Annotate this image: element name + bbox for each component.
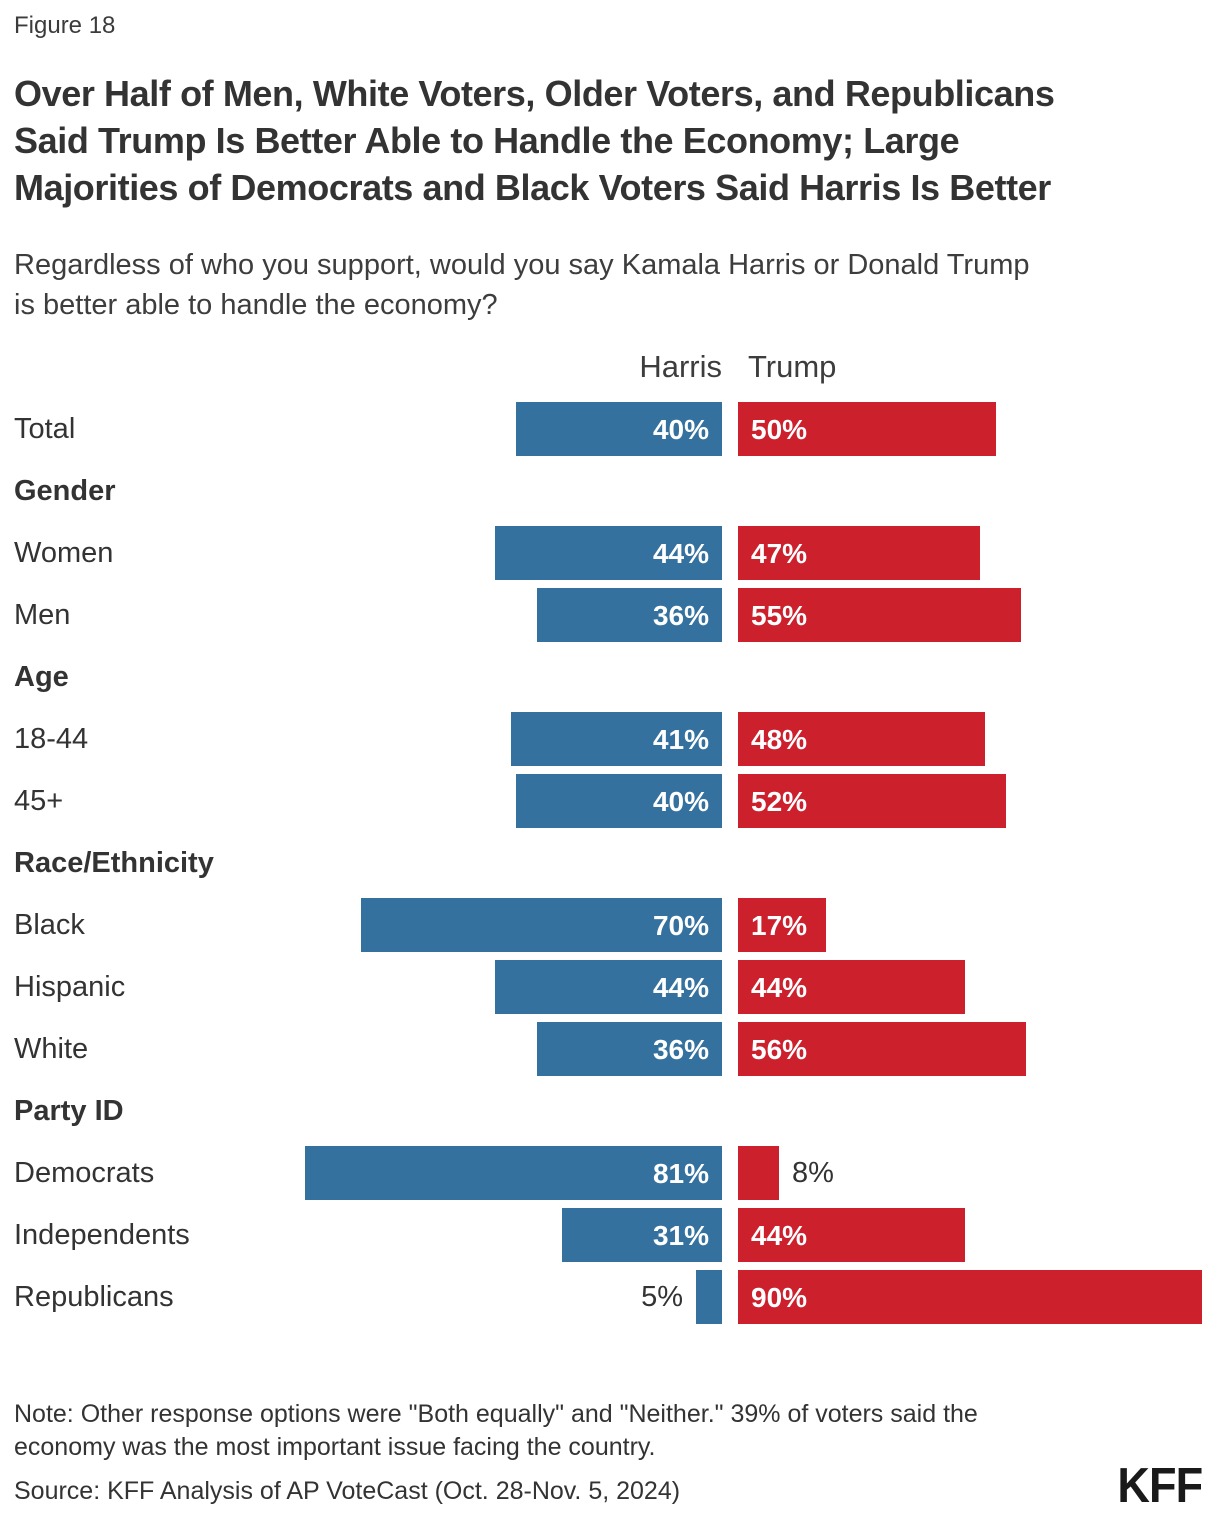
harris-value-label: 40% — [652, 786, 709, 817]
data-row: Men 36% 55% — [0, 584, 1220, 646]
row-label: Democrats — [14, 1157, 155, 1189]
note-line-1: Note: Other response options were "Both … — [14, 1400, 978, 1428]
trump-bar — [738, 1146, 779, 1200]
harris-value-label: 70% — [652, 910, 709, 941]
kff-logo: KFF — [1117, 1459, 1203, 1513]
row-label: Men — [14, 599, 71, 631]
row-label: Total — [14, 413, 76, 445]
row-label: Women — [14, 537, 114, 569]
trump-value-label: 56% — [751, 1034, 808, 1065]
group-label: Party ID — [14, 1095, 124, 1127]
source-text: Source: KFF Analysis of AP VoteCast (Oct… — [14, 1477, 681, 1505]
trump-value-label: 48% — [751, 724, 808, 755]
harris-value-label: 44% — [652, 972, 709, 1003]
group-row: Age — [0, 646, 1220, 708]
harris-value-label: 40% — [652, 414, 709, 445]
data-row: Women 44% 47% — [0, 522, 1220, 584]
harris-bar — [516, 774, 722, 828]
harris-bar — [361, 898, 722, 952]
trump-value-label: 44% — [751, 972, 808, 1003]
harris-column-header: Harris — [639, 349, 722, 384]
data-row: Independents 31% 44% — [0, 1204, 1220, 1266]
trump-bar — [738, 960, 965, 1014]
harris-value-label: 41% — [652, 724, 709, 755]
trump-value-label: 47% — [751, 538, 808, 569]
harris-bar — [511, 712, 722, 766]
trump-bar — [738, 526, 980, 580]
group-label: Gender — [14, 475, 116, 507]
harris-bar — [495, 960, 722, 1014]
data-row: Republicans 5% 90% — [0, 1266, 1220, 1328]
row-label: Independents — [14, 1219, 190, 1251]
harris-bar — [516, 402, 722, 456]
harris-value-label: 5% — [641, 1281, 683, 1313]
trump-value-label: 52% — [751, 786, 808, 817]
harris-value-label: 36% — [652, 1034, 709, 1065]
data-row: Hispanic 44% 44% — [0, 956, 1220, 1018]
chart-title-line-2: Said Trump Is Better Able to Handle the … — [14, 120, 960, 161]
group-row: Party ID — [0, 1080, 1220, 1142]
row-label: 18-44 — [14, 723, 89, 755]
chart-subtitle-line-1: Regardless of who you support, would you… — [14, 249, 1030, 281]
harris-value-label: 31% — [652, 1220, 709, 1251]
group-label: Race/Ethnicity — [14, 847, 214, 879]
chart-title-line-1: Over Half of Men, White Voters, Older Vo… — [14, 73, 1055, 114]
harris-value-label: 44% — [652, 538, 709, 569]
harris-bar — [562, 1208, 722, 1262]
chart-title-line-3: Majorities of Democrats and Black Voters… — [14, 167, 1051, 208]
data-row: Democrats 81% 8% — [0, 1142, 1220, 1204]
trump-bar — [738, 1270, 1202, 1324]
chart-subtitle: Regardless of who you support, would you… — [14, 245, 1214, 325]
trump-bar — [738, 712, 985, 766]
note-text: Note: Other response options were "Both … — [14, 1398, 1114, 1464]
group-label: Age — [14, 661, 69, 693]
data-row: 18-44 41% 48% — [0, 708, 1220, 770]
trump-bar — [738, 774, 1006, 828]
trump-value-label: 44% — [751, 1220, 808, 1251]
trump-bar — [738, 1208, 965, 1262]
harris-bar — [537, 588, 722, 642]
trump-bar — [738, 588, 1021, 642]
row-label: Republicans — [14, 1281, 174, 1313]
group-row: Race/Ethnicity — [0, 832, 1220, 894]
data-row: White 36% 56% — [0, 1018, 1220, 1080]
harris-bar — [305, 1146, 722, 1200]
harris-bar — [537, 1022, 722, 1076]
harris-bar — [495, 526, 722, 580]
data-row: 45+ 40% 52% — [0, 770, 1220, 832]
data-row: Black 70% 17% — [0, 894, 1220, 956]
row-label: White — [14, 1033, 89, 1065]
harris-value-label: 81% — [652, 1158, 709, 1189]
trump-column-header: Trump — [748, 349, 837, 384]
data-row: Total 40% 50% — [0, 398, 1220, 460]
row-label: 45+ — [14, 785, 64, 817]
trump-bar — [738, 898, 826, 952]
chart-title: Over Half of Men, White Voters, Older Vo… — [14, 70, 1214, 211]
trump-value-label: 50% — [751, 414, 808, 445]
note-line-2: economy was the most important issue fac… — [14, 1433, 656, 1461]
row-label: Hispanic — [14, 971, 126, 1003]
chart-subtitle-line-2: is better able to handle the economy? — [14, 289, 498, 321]
harris-bar — [696, 1270, 722, 1324]
trump-value-label: 90% — [751, 1282, 808, 1313]
harris-value-label: 36% — [652, 600, 709, 631]
chart-rows: Total 40% 50% Gender Women 44% 47% Men 36% 55% Age… — [0, 398, 1220, 1328]
trump-value-label: 8% — [792, 1157, 834, 1189]
figure-number-label: Figure 18 — [14, 12, 116, 39]
trump-value-label: 17% — [751, 910, 808, 941]
trump-value-label: 55% — [751, 600, 808, 631]
trump-bar — [738, 402, 996, 456]
group-row: Gender — [0, 460, 1220, 522]
row-label: Black — [14, 909, 85, 941]
trump-bar — [738, 1022, 1026, 1076]
